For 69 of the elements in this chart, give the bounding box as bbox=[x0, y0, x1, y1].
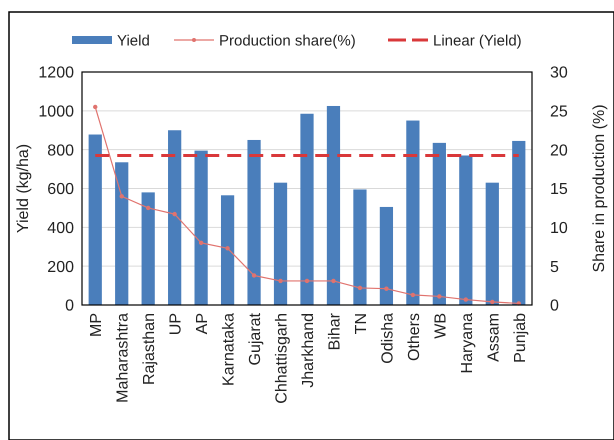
y-tick-label: 200 bbox=[47, 258, 74, 276]
y-tick-label: 600 bbox=[47, 181, 74, 198]
point bbox=[464, 297, 468, 302]
y2-axis-title: Share in production (%) bbox=[591, 104, 608, 273]
point bbox=[146, 206, 150, 210]
point bbox=[252, 273, 256, 278]
y2-tick-label: 25 bbox=[550, 103, 568, 120]
x-tick-label: Jharkhand bbox=[300, 313, 317, 388]
point bbox=[331, 278, 336, 284]
bar bbox=[194, 150, 208, 305]
point bbox=[120, 194, 124, 198]
bar bbox=[486, 182, 499, 305]
bar bbox=[115, 162, 128, 305]
y-tick-label: 1000 bbox=[38, 103, 74, 120]
point bbox=[198, 240, 204, 246]
x-tick-label: Rajasthan bbox=[141, 313, 158, 386]
point bbox=[225, 246, 230, 251]
bar bbox=[142, 192, 155, 305]
y-tick-label: 0 bbox=[65, 298, 74, 315]
x-tick-label: Haryana bbox=[458, 312, 476, 374]
y2-tick-label: 10 bbox=[550, 220, 568, 237]
bar bbox=[220, 195, 234, 305]
y2-tick-label: 20 bbox=[550, 142, 568, 160]
y-tick-label: 1200 bbox=[38, 64, 74, 82]
x-tick-label: Karnataka bbox=[220, 312, 238, 386]
bar bbox=[274, 182, 288, 305]
x-tick-label: Assam bbox=[485, 313, 502, 362]
point bbox=[172, 212, 177, 216]
bar bbox=[353, 189, 367, 305]
bar bbox=[168, 130, 182, 305]
point bbox=[278, 278, 283, 284]
bar bbox=[300, 114, 314, 305]
x-tick-label: Odisha bbox=[379, 312, 396, 364]
x-tick-label: Others bbox=[406, 313, 423, 362]
bar bbox=[459, 155, 472, 305]
x-tick-label: AP bbox=[194, 313, 212, 334]
bar bbox=[88, 134, 102, 305]
x-tick-label: WB bbox=[432, 313, 450, 339]
y-tick-label: 400 bbox=[47, 220, 74, 237]
x-tick-label: Punjab bbox=[512, 312, 529, 363]
x-tick-label: Chhattisgarh bbox=[274, 313, 291, 404]
y-axis-title: Yield (kg/ha) bbox=[15, 144, 32, 234]
bar bbox=[380, 206, 394, 305]
bar bbox=[247, 140, 261, 305]
point bbox=[358, 286, 362, 290]
point bbox=[384, 286, 389, 291]
y2-tick-label: 30 bbox=[550, 64, 568, 82]
y2-tick-label: 0 bbox=[550, 298, 559, 315]
x-tick-label: Bihar bbox=[326, 312, 344, 350]
bar bbox=[432, 142, 446, 305]
legend-label: Linear (Yield) bbox=[433, 32, 522, 50]
x-tick-label: UP bbox=[168, 313, 185, 336]
x-tick-label: TN bbox=[352, 313, 370, 334]
x-tick-label: MP bbox=[88, 313, 106, 337]
legend-label: Production share(%) bbox=[219, 32, 356, 50]
y2-tick-label: 5 bbox=[550, 258, 559, 276]
point bbox=[304, 278, 310, 284]
y2-tick-label: 15 bbox=[550, 181, 568, 198]
point bbox=[410, 292, 416, 298]
x-tick-label: Maharashtra bbox=[114, 312, 132, 403]
y-tick-label: 800 bbox=[47, 142, 74, 160]
bar bbox=[406, 120, 420, 305]
point bbox=[93, 104, 98, 110]
legend-label: Yield bbox=[117, 32, 150, 50]
point bbox=[490, 300, 494, 304]
x-tick-label: Gujarat bbox=[247, 312, 264, 366]
bar bbox=[326, 106, 340, 305]
bar bbox=[512, 140, 526, 305]
point bbox=[437, 294, 442, 299]
